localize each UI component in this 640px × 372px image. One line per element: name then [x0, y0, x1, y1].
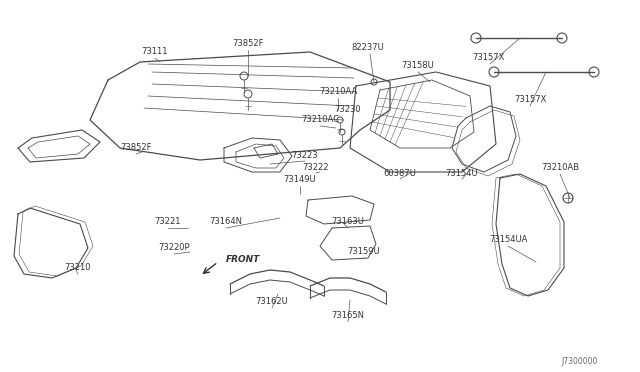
Text: J7300000: J7300000 [562, 357, 598, 366]
Text: 73163U: 73163U [332, 218, 364, 227]
Text: 73149U: 73149U [284, 176, 316, 185]
Text: 60387U: 60387U [383, 169, 417, 177]
Text: 73223: 73223 [292, 151, 318, 160]
Text: 73158U: 73158U [402, 61, 435, 71]
Text: 73222: 73222 [303, 163, 329, 171]
Text: 73111: 73111 [141, 48, 168, 57]
Text: 73221: 73221 [155, 218, 181, 227]
Text: 73210AC: 73210AC [301, 115, 339, 125]
Text: 73220P: 73220P [158, 244, 190, 253]
Text: 73165N: 73165N [332, 311, 365, 321]
Text: 73164N: 73164N [209, 218, 243, 227]
Text: 73154UA: 73154UA [489, 235, 527, 244]
Text: 73210AA: 73210AA [319, 87, 357, 96]
Text: 73159U: 73159U [348, 247, 380, 257]
Text: 73210AB: 73210AB [541, 164, 579, 173]
Text: 73157X: 73157X [472, 54, 504, 62]
Text: 73230: 73230 [335, 106, 362, 115]
Text: 73162U: 73162U [255, 298, 289, 307]
Text: 73210: 73210 [65, 263, 92, 273]
Text: 73852F: 73852F [232, 39, 264, 48]
Text: 73154U: 73154U [445, 169, 478, 177]
Text: 73157X: 73157X [514, 96, 546, 105]
Text: 82237U: 82237U [351, 44, 385, 52]
Text: 73852F: 73852F [120, 144, 152, 153]
Text: FRONT: FRONT [226, 256, 260, 264]
